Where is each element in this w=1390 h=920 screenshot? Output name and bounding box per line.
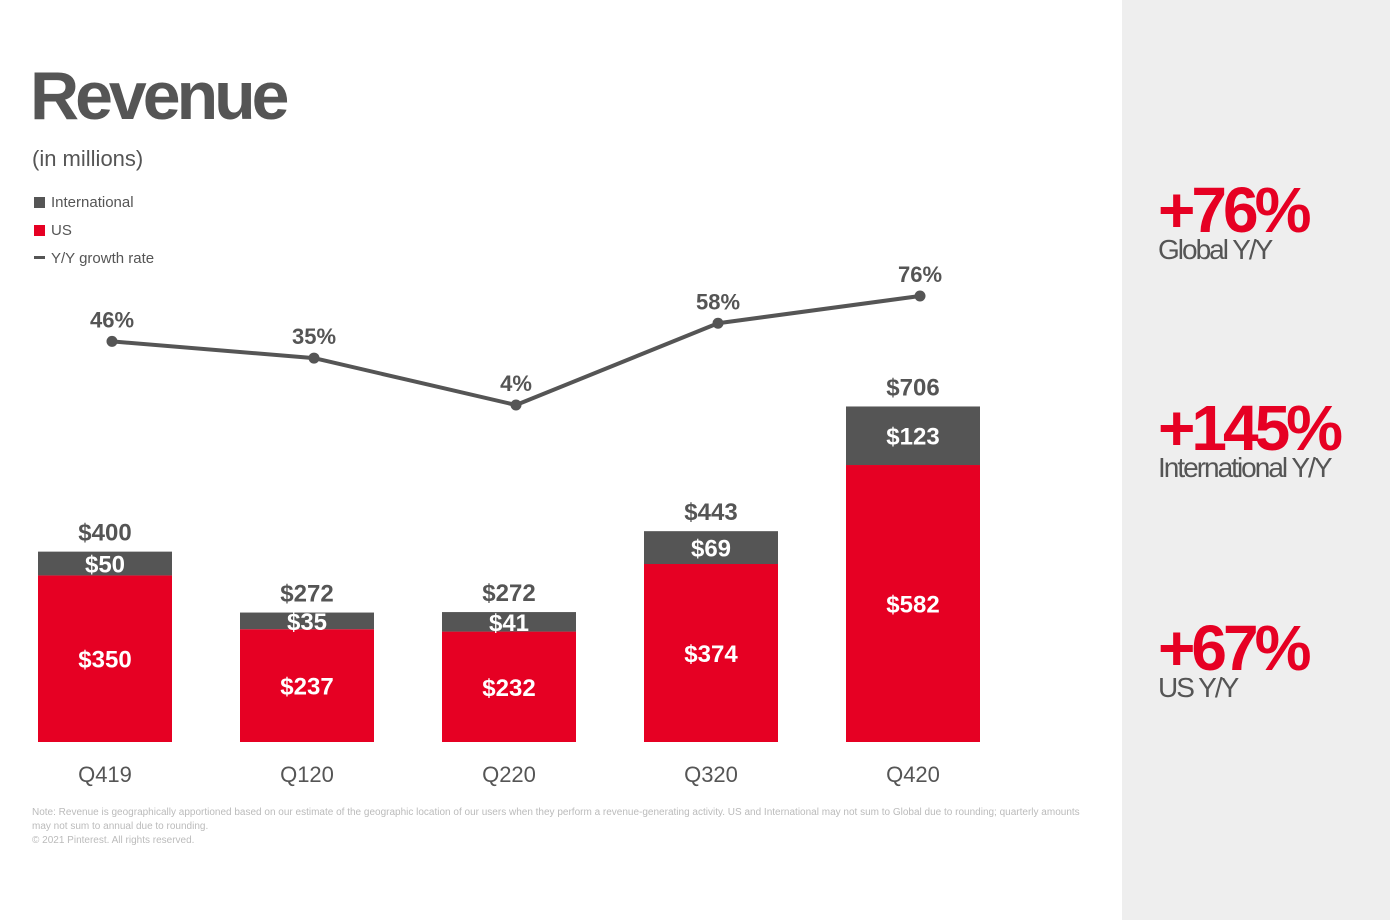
- bar-international-Q220: [442, 612, 576, 632]
- data-label-international-Q120: $35: [287, 609, 327, 636]
- data-label-total-Q220: $272: [482, 580, 535, 607]
- data-label-total-Q320: $443: [684, 499, 737, 526]
- x-tick-label-Q420: Q420: [886, 762, 940, 787]
- legend-item-us: US: [34, 222, 154, 250]
- chart-legend: International US Y/Y growth rate: [34, 194, 154, 278]
- bar-international-Q320: [644, 531, 778, 565]
- data-label-us-Q120: $237: [280, 674, 333, 701]
- x-tick-label-Q220: Q220: [482, 762, 536, 787]
- bar-us-Q120: [240, 629, 374, 742]
- growth-label-Q220: 4%: [500, 371, 532, 396]
- footnote: Note: Revenue is geographically apportio…: [32, 806, 1092, 848]
- legend-item-international: International: [34, 194, 154, 222]
- data-label-international-Q320: $69: [691, 536, 731, 563]
- bar-us-Q220: [442, 631, 576, 742]
- legend-label-growth: Y/Y growth rate: [51, 250, 155, 267]
- kpi-international: +145% International Y/Y: [1158, 392, 1343, 483]
- kpi-global-value: +76%: [1158, 174, 1311, 246]
- kpi-global: +76% Global Y/Y: [1158, 174, 1311, 265]
- data-label-total-Q120: $272: [280, 581, 333, 608]
- data-label-international-Q419: $50: [85, 552, 125, 579]
- x-tick-label-Q320: Q320: [684, 762, 738, 787]
- growth-point-Q120: [308, 352, 320, 364]
- growth-point-Q419: [106, 335, 118, 347]
- growth-label-Q120: 35%: [292, 324, 336, 349]
- data-label-total-Q419: $400: [78, 520, 131, 547]
- bar-international-Q420: [846, 406, 980, 466]
- page-title: Revenue: [30, 58, 289, 134]
- x-tick-label-Q120: Q120: [280, 762, 334, 787]
- legend-swatch-growth: [34, 256, 45, 259]
- data-label-total-Q420: $706: [886, 374, 939, 401]
- legend-item-growth: Y/Y growth rate: [34, 250, 154, 278]
- kpi-us-label: US Y/Y: [1158, 672, 1239, 703]
- growth-point-Q220: [510, 399, 522, 411]
- data-label-us-Q420: $582: [886, 592, 939, 619]
- bar-international-Q120: [240, 612, 374, 630]
- legend-label-international: International: [51, 194, 134, 211]
- growth-label-Q320: 58%: [696, 289, 740, 314]
- data-label-us-Q220: $232: [482, 675, 535, 702]
- x-tick-label-Q419: Q419: [78, 762, 132, 787]
- growth-point-Q420: [914, 290, 926, 302]
- kpi-us-value: +67%: [1158, 612, 1311, 684]
- revenue-chart: $350$50$400Q419$237$35$272Q120$232$41$27…: [38, 262, 980, 787]
- kpi-us: +67% US Y/Y: [1158, 612, 1311, 703]
- bar-international-Q419: [38, 551, 172, 576]
- growth-label-Q419: 46%: [90, 307, 134, 332]
- slide-main: Revenue (in millions) International US Y…: [30, 58, 1092, 848]
- growth-label-Q420: 76%: [898, 262, 942, 287]
- data-label-us-Q320: $374: [684, 641, 738, 668]
- page-subtitle: (in millions): [32, 146, 144, 171]
- kpi-global-label: Global Y/Y: [1158, 234, 1273, 265]
- data-label-international-Q420: $123: [886, 424, 939, 451]
- kpi-panel: +76% Global Y/Y +145% International Y/Y …: [1122, 0, 1390, 920]
- data-label-international-Q220: $41: [489, 610, 529, 637]
- bar-us-Q419: [38, 575, 172, 742]
- data-label-us-Q419: $350: [78, 647, 131, 674]
- kpi-international-value: +145%: [1158, 392, 1343, 464]
- legend-swatch-us: [34, 225, 45, 236]
- bar-us-Q320: [644, 564, 778, 742]
- growth-point-Q320: [712, 317, 724, 329]
- kpi-international-label: International Y/Y: [1158, 452, 1333, 483]
- bar-us-Q420: [846, 465, 980, 742]
- legend-label-us: US: [51, 222, 72, 239]
- legend-swatch-international: [34, 197, 45, 208]
- footnote-copyright: © 2021 Pinterest. All rights reserved.: [32, 835, 195, 846]
- footnote-note: Note: Revenue is geographically apportio…: [32, 807, 1080, 832]
